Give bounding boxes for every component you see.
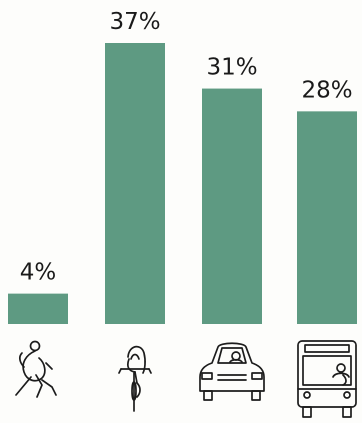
bar-bus (297, 111, 357, 324)
cyclist-icon (118, 345, 152, 412)
value-label-walking: 4% (20, 260, 57, 286)
bar-cycling (105, 43, 165, 324)
walking-person-icon (15, 340, 57, 398)
value-label-cycling: 37% (109, 9, 160, 35)
bar-car (202, 88, 262, 324)
car-icon (199, 342, 265, 401)
bus-icon (297, 340, 357, 418)
value-label-car: 31% (206, 55, 257, 81)
bar-walking (8, 293, 68, 324)
value-label-bus: 28% (301, 77, 352, 103)
